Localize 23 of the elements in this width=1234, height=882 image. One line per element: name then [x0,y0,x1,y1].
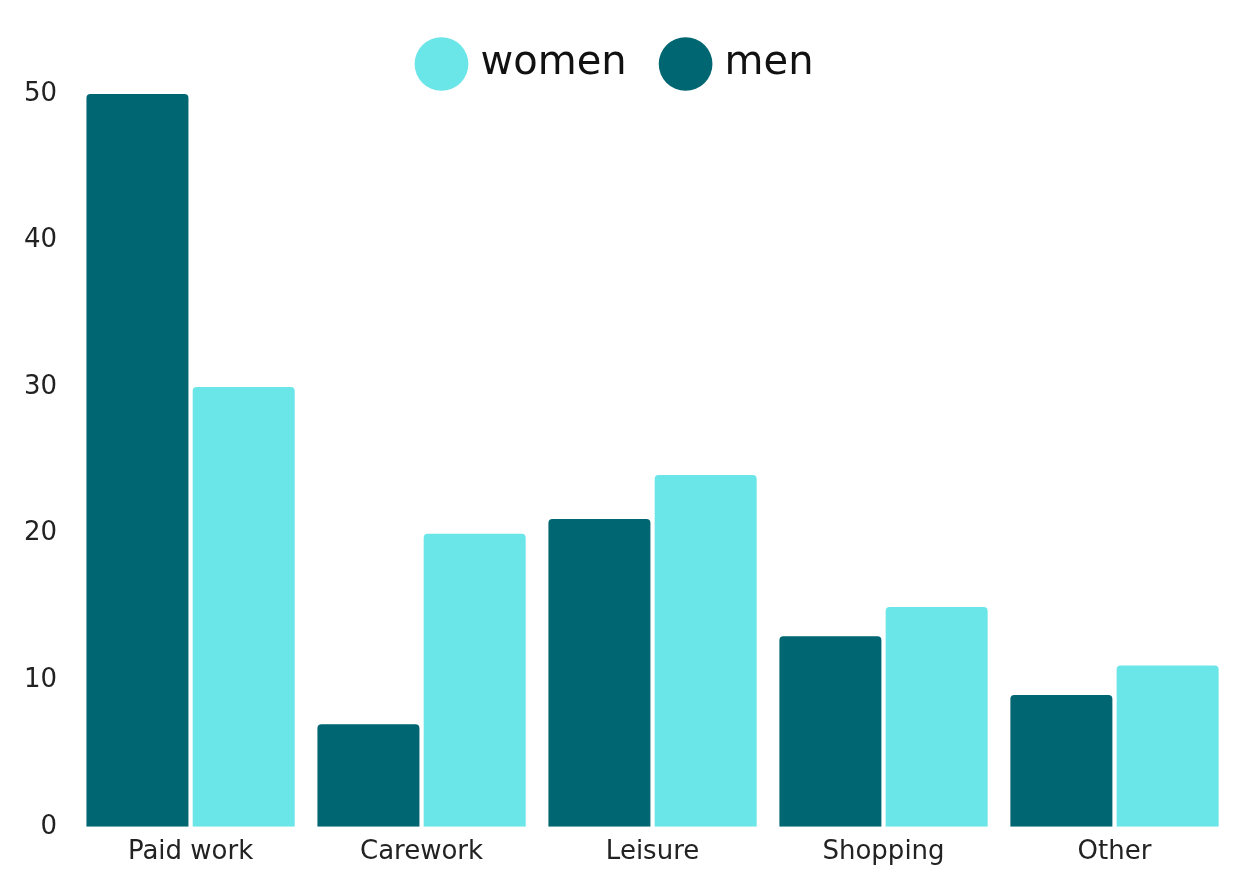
x-tick-label: Carework [360,835,484,866]
legend-label: women [480,37,627,84]
x-tick-label: Other [1077,835,1152,866]
bar [192,387,295,827]
x-tick-label: Leisure [605,835,700,866]
y-tick-label: 30 [23,369,58,400]
y-tick-label: 40 [23,223,58,254]
bar [1010,694,1113,827]
bar [654,475,757,827]
y-tick-label: 0 [40,809,58,840]
x-tick-label: Shopping [822,835,945,866]
bar [423,533,526,827]
bar [86,94,189,827]
y-tick-label: 20 [23,516,58,547]
bar [779,636,882,827]
bar [548,519,651,827]
x-tick-label: Paid work [127,835,254,866]
bar [1116,665,1219,827]
y-tick-label: 50 [23,76,58,107]
y-tick-label: 10 [23,662,58,693]
legend-label: men [724,37,814,84]
bar [885,606,988,827]
bar [317,724,420,827]
